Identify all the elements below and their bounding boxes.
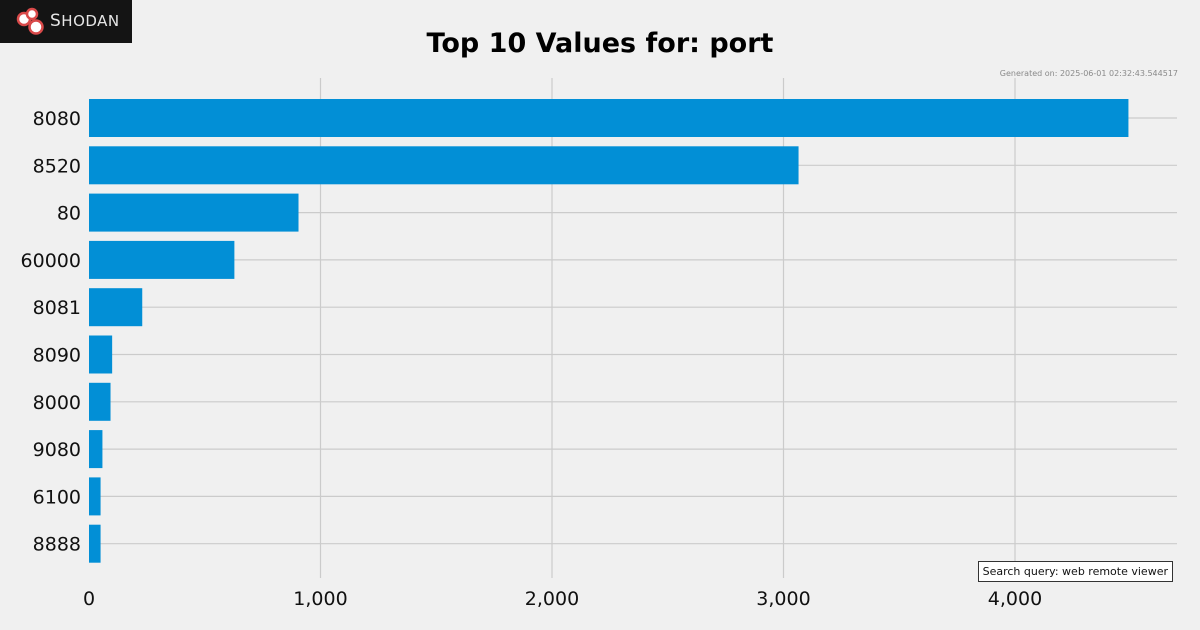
- bar-8000: [89, 382, 111, 421]
- shodan-logo-icon: [16, 7, 44, 35]
- x-label-0: 0: [83, 588, 95, 610]
- y-label-8888: 8888: [33, 534, 81, 556]
- y-tick-labels: 8080 8520 80 60000 8081 8090 8000 9080 6100 8888: [21, 108, 81, 556]
- search-query-box: Search query: web remote viewer: [977, 561, 1173, 582]
- x-label-4: 4,000: [988, 588, 1042, 610]
- y-label-8081: 8081: [33, 297, 81, 319]
- y-label-8520: 8520: [33, 155, 81, 177]
- x-tick-labels: 0 1,000 2,000 3,000 4,000: [83, 588, 1042, 610]
- y-label-80: 80: [57, 203, 81, 225]
- bar-6100: [89, 477, 101, 516]
- y-label-8090: 8090: [33, 345, 81, 367]
- generated-timestamp: Generated on: 2025-06-01 02:32:43.544517: [999, 69, 1178, 78]
- shodan-logo[interactable]: SHODAN: [0, 0, 132, 43]
- bar-80: [89, 193, 299, 232]
- bar-8081: [89, 288, 143, 327]
- x-label-1: 1,000: [293, 588, 347, 610]
- x-label-3: 3,000: [756, 588, 810, 610]
- bar-8080: [89, 99, 1129, 137]
- y-label-60000: 60000: [21, 250, 81, 272]
- y-label-8000: 8000: [33, 392, 81, 414]
- x-label-2: 2,000: [525, 588, 579, 610]
- bar-8888: [89, 524, 101, 563]
- bars: [89, 99, 1129, 563]
- bar-9080: [89, 430, 103, 469]
- chart-title: Top 10 Values for: port: [426, 28, 774, 59]
- logo-text: SHODAN: [50, 11, 120, 31]
- bar-8520: [89, 146, 799, 185]
- bar-60000: [89, 240, 235, 279]
- y-label-9080: 9080: [33, 439, 81, 461]
- y-label-6100: 6100: [33, 486, 81, 508]
- bar-8090: [89, 335, 113, 374]
- y-label-8080: 8080: [33, 108, 81, 130]
